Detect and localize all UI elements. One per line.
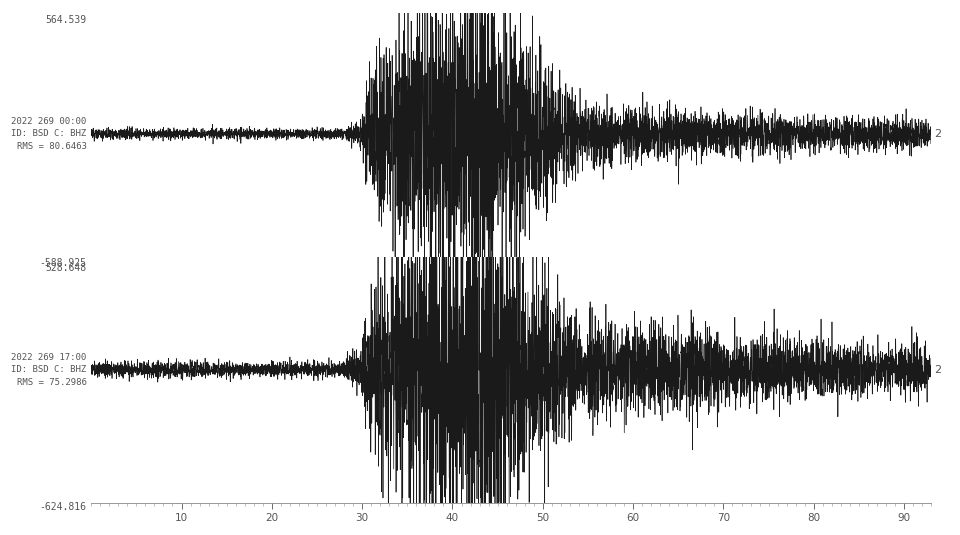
Text: 2022 269 00:00
ID: BSD C: BHZ
RMS = 80.6463: 2022 269 00:00 ID: BSD C: BHZ RMS = 80.6… (12, 117, 86, 151)
Text: 528.648: 528.648 (45, 263, 86, 273)
Text: -588.925: -588.925 (39, 258, 86, 268)
Text: 564.539: 564.539 (45, 15, 86, 25)
Text: 2022 269 17:00
ID: BSD C: BHZ
RMS = 75.2986: 2022 269 17:00 ID: BSD C: BHZ RMS = 75.2… (12, 353, 86, 387)
Text: -624.816: -624.816 (39, 502, 86, 512)
Text: 2: 2 (934, 129, 941, 139)
Text: 2: 2 (934, 364, 941, 374)
